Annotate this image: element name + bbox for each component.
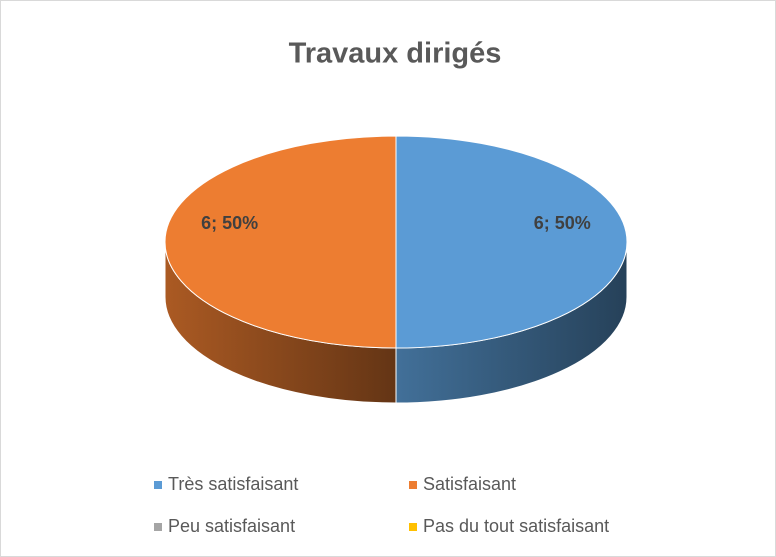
data-label: 6; 50% <box>201 213 258 233</box>
legend-swatch <box>409 481 417 489</box>
slice <box>164 135 397 349</box>
legend-swatch <box>154 523 162 531</box>
legend-label: Peu satisfaisant <box>168 516 295 536</box>
legend-label: Satisfaisant <box>423 474 516 494</box>
legend-label: Pas du tout satisfaisant <box>423 516 609 536</box>
slice <box>395 135 628 349</box>
legend-swatch <box>409 523 417 531</box>
data-label: 6; 50% <box>534 213 591 233</box>
chart-title: Travaux dirigés <box>289 38 502 70</box>
legend-swatch <box>154 481 162 489</box>
legend-label: Très satisfaisant <box>168 474 298 494</box>
